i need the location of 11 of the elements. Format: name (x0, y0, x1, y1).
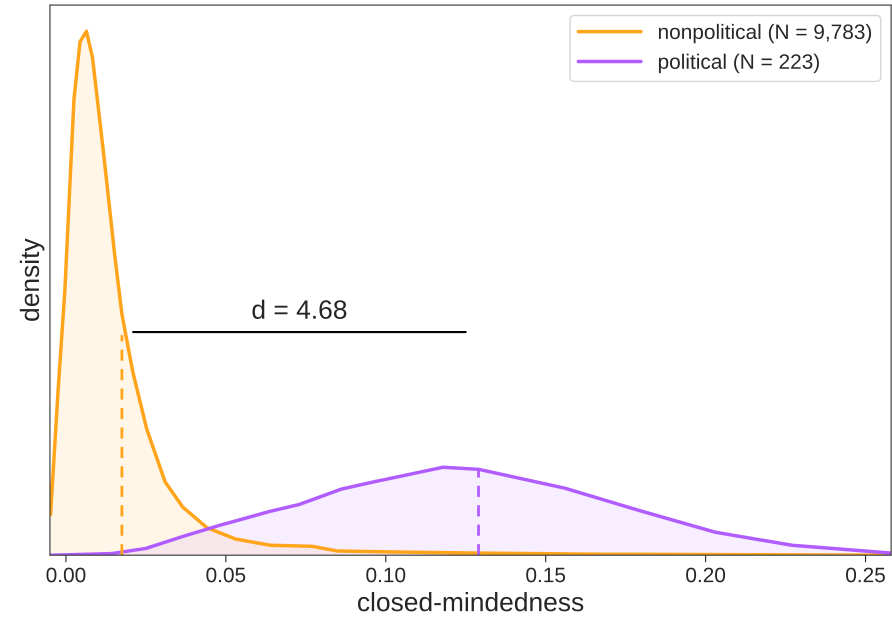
x-tick-label: 0.00 (46, 568, 86, 582)
x-tick-label: 0.20 (686, 568, 726, 582)
legend-label: political (N = 223) (658, 54, 819, 74)
annotation: d = 4.68 (252, 300, 346, 319)
x-tick-label: 0.05 (206, 568, 246, 582)
x-tick-label: 0.15 (526, 568, 566, 582)
x-tick-label: 0.10 (366, 568, 406, 582)
x-tick-label: 0.25 (846, 568, 885, 582)
y-axis-title: density (20, 238, 44, 321)
legend-label: nonpolitical (N = 9,783) (658, 24, 872, 44)
x-axis-title: closed-mindedness (358, 592, 584, 612)
